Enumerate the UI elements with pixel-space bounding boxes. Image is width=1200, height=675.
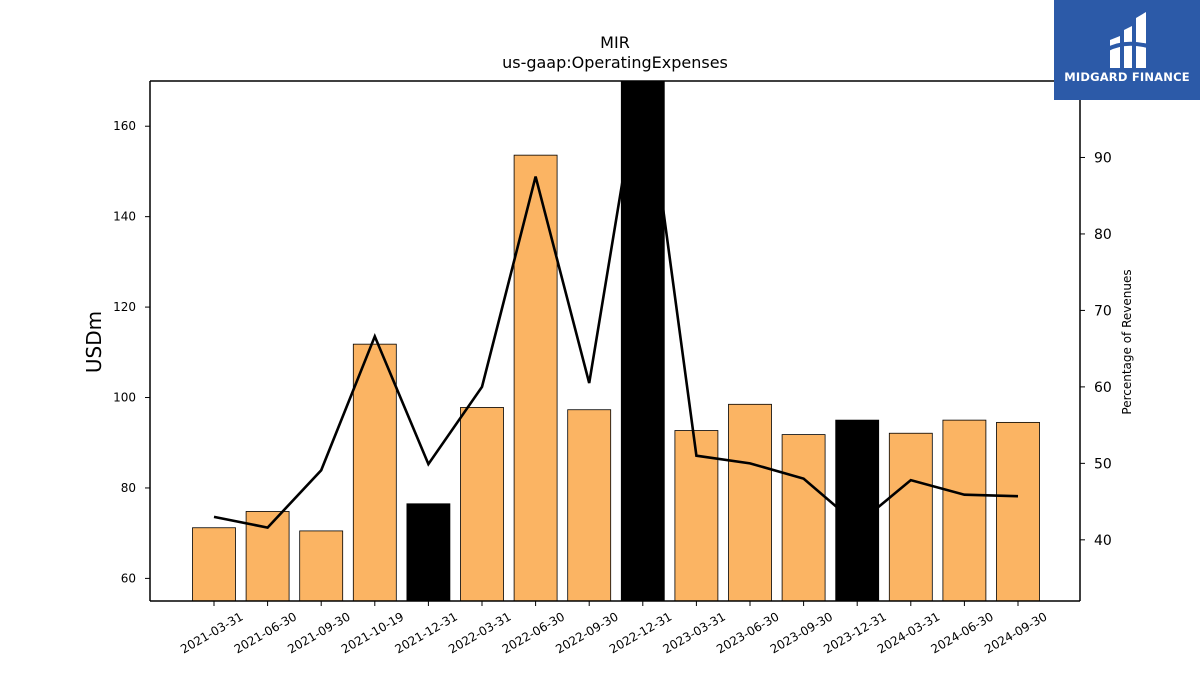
bar (620, 81, 665, 601)
plot-marks (192, 81, 1040, 601)
bar (888, 432, 933, 601)
bar (567, 409, 612, 601)
y2-tick-label: 50 (1094, 456, 1112, 472)
y-axis-label: USDm (82, 311, 106, 373)
y-tick-label: 140 (113, 210, 136, 224)
bar (996, 421, 1040, 601)
y2-tick-label: 90 (1094, 150, 1112, 166)
y2-tick-label: 40 (1094, 533, 1112, 549)
bar (513, 154, 558, 601)
y2-tick-label: 80 (1094, 227, 1112, 243)
plot-area: 60801001201401604050607080902021-03-3120… (113, 80, 1112, 656)
y2-axis-label: Percentage of Revenues (1120, 269, 1134, 414)
y-tick-label: 80 (121, 481, 136, 495)
y-tick-label: 100 (113, 391, 136, 405)
y-tick-label: 60 (121, 571, 136, 585)
bar (781, 434, 826, 601)
series-line (213, 81, 1019, 530)
bar (942, 419, 987, 601)
y2-tick-label: 70 (1094, 303, 1112, 319)
y-tick-label: 120 (113, 300, 136, 314)
logo-text: MIDGARD FINANCE (1064, 70, 1190, 84)
chart-subtitle: us-gaap:OperatingExpenses (502, 53, 728, 72)
brand-logo: MIDGARD FINANCE (1054, 0, 1200, 100)
bar (352, 343, 397, 601)
bar (406, 503, 451, 601)
bar (299, 530, 344, 601)
logo-mark-icon (1105, 12, 1149, 68)
bar (192, 527, 236, 601)
chart-title: MIR (600, 33, 630, 52)
y2-tick-label: 60 (1094, 380, 1112, 396)
bar (460, 407, 504, 601)
bar (728, 403, 772, 601)
y-tick-label: 160 (113, 119, 136, 133)
